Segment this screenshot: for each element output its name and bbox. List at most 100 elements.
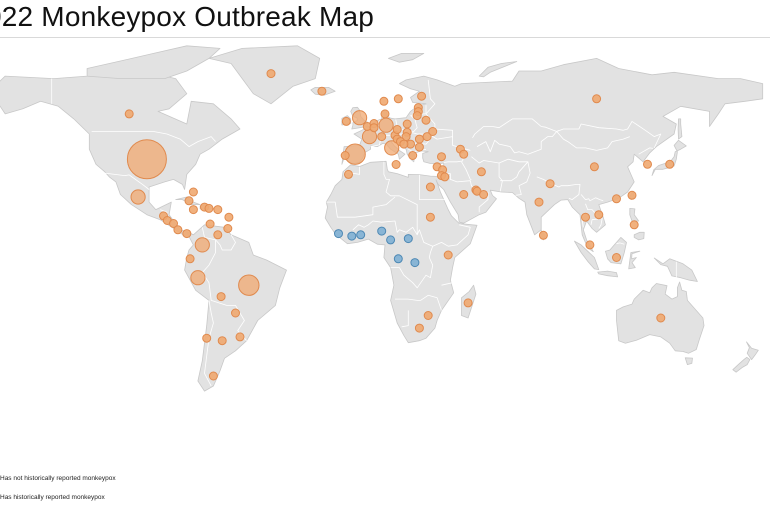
non-endemic-case-bubble[interactable] bbox=[208, 371, 218, 381]
non-endemic-case-bubble[interactable] bbox=[437, 152, 446, 162]
non-endemic-case-bubble[interactable] bbox=[391, 160, 401, 169]
non-endemic-case-bubble[interactable] bbox=[202, 333, 212, 343]
non-endemic-case-bubble[interactable] bbox=[627, 190, 637, 200]
endemic-case-bubble[interactable] bbox=[356, 230, 366, 240]
endemic-case-bubble[interactable] bbox=[386, 235, 396, 245]
landmass-south-island-nz bbox=[732, 356, 751, 373]
non-endemic-case-bubble[interactable] bbox=[612, 194, 621, 204]
non-endemic-case-bubble[interactable] bbox=[190, 270, 206, 286]
non-endemic-case-bubble[interactable] bbox=[414, 142, 424, 152]
non-endemic-case-bubble[interactable] bbox=[224, 212, 234, 222]
non-endemic-case-bubble[interactable] bbox=[204, 203, 214, 213]
non-endemic-case-bubble[interactable] bbox=[124, 109, 134, 119]
country-border bbox=[441, 282, 453, 286]
non-endemic-case-bubble[interactable] bbox=[213, 205, 223, 215]
non-endemic-case-bubble[interactable] bbox=[380, 109, 390, 119]
non-endemic-case-bubble[interactable] bbox=[440, 172, 450, 182]
non-endemic-case-bubble[interactable] bbox=[592, 94, 602, 104]
non-endemic-case-bubble[interactable] bbox=[443, 250, 453, 260]
country-border bbox=[498, 158, 529, 182]
country-border bbox=[215, 234, 236, 251]
non-endemic-case-bubble[interactable] bbox=[422, 132, 432, 142]
non-endemic-case-bubble[interactable] bbox=[392, 125, 402, 134]
non-endemic-case-bubble[interactable] bbox=[216, 292, 226, 302]
non-endemic-case-bubble[interactable] bbox=[341, 116, 351, 126]
non-endemic-case-bubble[interactable] bbox=[384, 140, 400, 156]
non-endemic-case-bubble[interactable] bbox=[421, 115, 431, 125]
country-border bbox=[352, 220, 418, 236]
non-endemic-case-bubble[interactable] bbox=[182, 229, 192, 239]
non-endemic-case-bubble[interactable] bbox=[402, 119, 412, 129]
non-endemic-case-bubble[interactable] bbox=[266, 69, 276, 79]
endemic-case-bubble[interactable] bbox=[347, 231, 357, 241]
non-endemic-case-bubble[interactable] bbox=[340, 151, 350, 160]
non-endemic-case-bubble[interactable] bbox=[393, 94, 403, 104]
non-endemic-case-bubble[interactable] bbox=[545, 179, 555, 189]
non-endemic-case-bubble[interactable] bbox=[629, 220, 639, 230]
landmass-greenland bbox=[208, 45, 321, 105]
non-endemic-case-bubble[interactable] bbox=[459, 149, 469, 159]
non-endemic-case-bubble[interactable] bbox=[428, 127, 438, 136]
non-endemic-case-bubble[interactable] bbox=[379, 96, 389, 106]
endemic-case-bubble[interactable] bbox=[377, 226, 387, 236]
endemic-case-bubble[interactable] bbox=[403, 234, 413, 244]
non-endemic-case-bubble[interactable] bbox=[594, 210, 604, 220]
landmass-south-america bbox=[184, 224, 287, 392]
non-endemic-case-bubble[interactable] bbox=[459, 190, 469, 199]
non-endemic-case-bubble[interactable] bbox=[173, 225, 183, 235]
non-endemic-case-bubble[interactable] bbox=[235, 332, 245, 342]
endemic-case-bubble[interactable] bbox=[410, 258, 420, 268]
non-endemic-case-bubble[interactable] bbox=[185, 254, 195, 264]
country-border bbox=[461, 161, 472, 180]
non-endemic-case-bubble[interactable] bbox=[643, 159, 652, 169]
non-endemic-case-bubble[interactable] bbox=[126, 139, 167, 180]
non-endemic-case-bubble[interactable] bbox=[581, 212, 590, 222]
country-border bbox=[390, 246, 434, 289]
non-endemic-case-bubble[interactable] bbox=[188, 187, 198, 197]
non-endemic-case-bubble[interactable] bbox=[589, 162, 599, 172]
non-endemic-case-bubble[interactable] bbox=[585, 240, 595, 250]
non-endemic-case-bubble[interactable] bbox=[538, 230, 548, 240]
non-endemic-case-bubble[interactable] bbox=[344, 169, 353, 179]
non-endemic-case-bubble[interactable] bbox=[399, 139, 409, 149]
non-endemic-case-bubble[interactable] bbox=[479, 190, 489, 199]
non-endemic-case-bubble[interactable] bbox=[231, 308, 240, 318]
non-endemic-case-bubble[interactable] bbox=[534, 197, 544, 207]
non-endemic-case-bubble[interactable] bbox=[188, 205, 198, 215]
non-endemic-case-bubble[interactable] bbox=[223, 224, 233, 233]
non-endemic-case-bubble[interactable] bbox=[238, 274, 260, 296]
non-endemic-case-bubble[interactable] bbox=[423, 311, 433, 320]
non-endemic-case-bubble[interactable] bbox=[352, 110, 368, 126]
landmass-mindanao bbox=[633, 231, 645, 241]
non-endemic-case-bubble[interactable] bbox=[417, 91, 427, 101]
non-endemic-case-bubble[interactable] bbox=[414, 134, 424, 144]
non-endemic-case-bubble[interactable] bbox=[213, 230, 223, 240]
country-border bbox=[401, 310, 409, 328]
non-endemic-case-bubble[interactable] bbox=[656, 313, 666, 323]
non-endemic-case-bubble[interactable] bbox=[369, 123, 379, 133]
non-endemic-case-bubble[interactable] bbox=[378, 117, 394, 133]
legend: Has not historically reported monkeypox … bbox=[0, 469, 116, 507]
non-endemic-case-bubble[interactable] bbox=[184, 196, 194, 206]
non-endemic-case-bubble[interactable] bbox=[194, 237, 210, 253]
country-border bbox=[556, 121, 662, 149]
non-endemic-case-bubble[interactable] bbox=[425, 182, 435, 192]
non-endemic-case-bubble[interactable] bbox=[169, 219, 178, 228]
non-endemic-case-bubble[interactable] bbox=[205, 219, 215, 229]
endemic-case-bubble[interactable] bbox=[393, 254, 403, 264]
non-endemic-case-bubble[interactable] bbox=[377, 132, 387, 142]
country-border bbox=[478, 192, 489, 213]
non-endemic-case-bubble[interactable] bbox=[317, 86, 327, 96]
non-endemic-case-bubble[interactable] bbox=[130, 189, 146, 205]
non-endemic-case-bubble[interactable] bbox=[408, 151, 418, 160]
landmass-new-guinea bbox=[653, 257, 698, 282]
non-endemic-case-bubble[interactable] bbox=[217, 336, 227, 346]
non-endemic-case-bubble[interactable] bbox=[612, 253, 621, 262]
non-endemic-case-bubble[interactable] bbox=[463, 298, 473, 308]
endemic-case-bubble[interactable] bbox=[334, 229, 343, 239]
non-endemic-case-bubble[interactable] bbox=[665, 159, 675, 169]
non-endemic-case-bubble[interactable] bbox=[414, 323, 424, 333]
non-endemic-case-bubble[interactable] bbox=[425, 212, 435, 222]
non-endemic-case-bubble[interactable] bbox=[476, 167, 486, 177]
non-endemic-case-bubble[interactable] bbox=[412, 111, 422, 121]
